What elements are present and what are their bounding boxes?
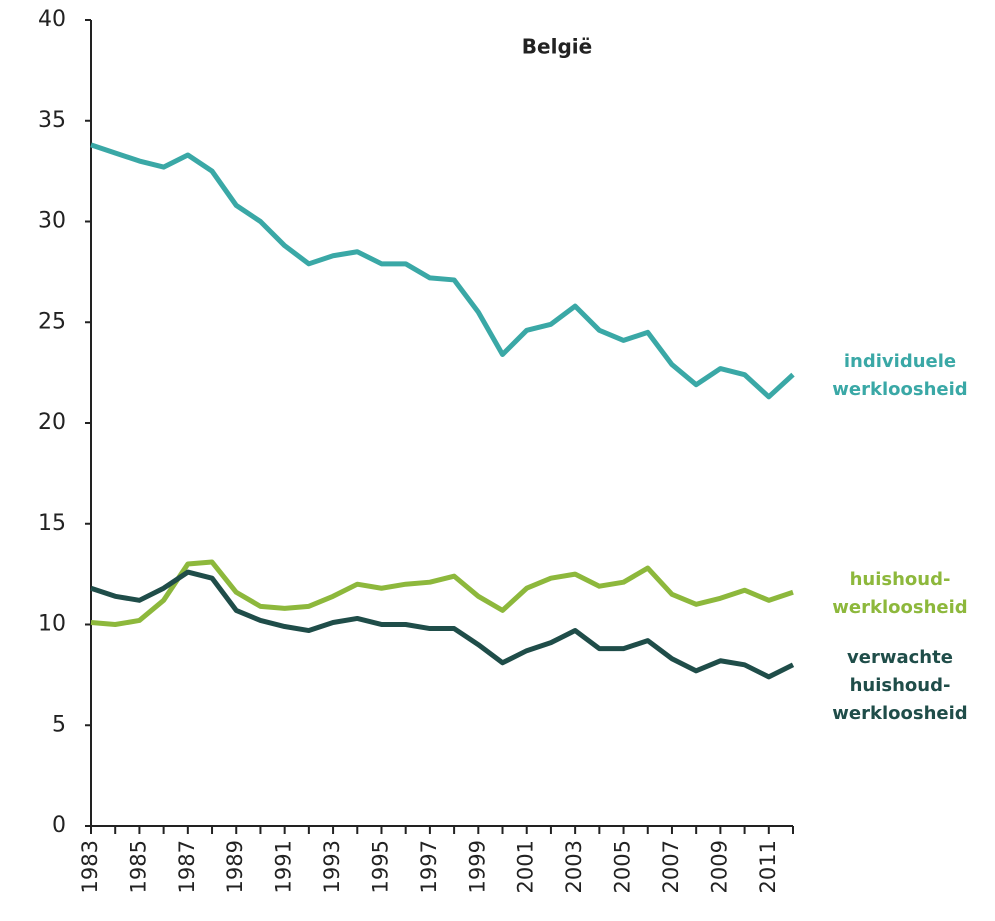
- x-tick-label: 1991: [272, 840, 296, 893]
- y-tick-label: 30: [38, 209, 66, 234]
- series-label: verwachte huishoud-werkloosheid: [832, 647, 967, 724]
- series-label-line: huishoud-: [850, 569, 951, 590]
- series-label: huishoud-werkloosheid: [832, 569, 967, 618]
- x-tick-label: 1989: [223, 840, 247, 893]
- y-tick-label: 40: [38, 7, 66, 32]
- chart-title: België: [522, 35, 592, 59]
- series-label-line: huishoud-: [850, 675, 951, 696]
- x-tick-label: 1985: [126, 840, 150, 893]
- x-tick-label: 1995: [368, 840, 392, 893]
- x-tick-label: 2011: [756, 840, 780, 893]
- y-tick-label: 35: [38, 108, 66, 133]
- x-tick-label: 2001: [514, 840, 538, 893]
- series-line: [90, 559, 794, 627]
- series-label-line: individuele: [844, 351, 956, 372]
- series-line: [90, 569, 795, 680]
- series-label-line: werkloosheid: [832, 379, 967, 400]
- x-tick-label: 1997: [417, 840, 441, 893]
- series-label-line: werkloosheid: [832, 597, 967, 618]
- y-tick-label: 25: [38, 309, 66, 334]
- series-label: individuele werkloosheid: [832, 351, 967, 400]
- x-tick-label: 1987: [175, 840, 199, 893]
- x-tick-label: 1993: [320, 840, 344, 893]
- x-tick-label: 2003: [562, 840, 586, 893]
- y-tick-label: 20: [38, 410, 66, 435]
- series-line: [90, 142, 795, 400]
- y-tick-label: 10: [38, 612, 66, 637]
- series-label-line: verwachte: [847, 647, 953, 668]
- x-tick-label: 1983: [78, 840, 102, 893]
- y-tick-label: 5: [52, 712, 66, 737]
- x-tick-label: 2005: [611, 840, 635, 893]
- x-tick-label: 1999: [465, 840, 489, 893]
- series-label-line: werkloosheid: [832, 703, 967, 724]
- y-tick-label: 0: [52, 813, 66, 838]
- x-tick-label: 2009: [707, 840, 731, 893]
- y-tick-label: 15: [38, 511, 66, 536]
- x-tick-label: 2007: [659, 840, 683, 893]
